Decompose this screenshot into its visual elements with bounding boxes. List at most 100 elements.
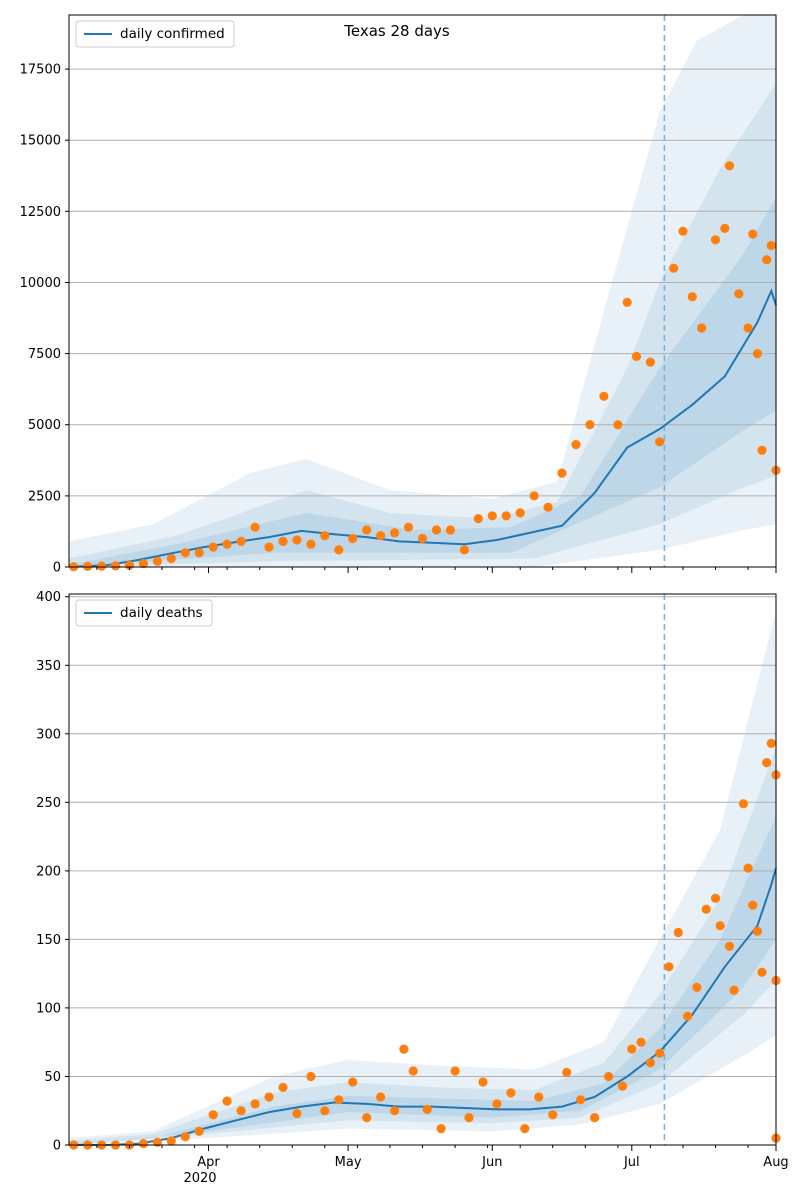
observed-point — [376, 531, 386, 541]
deaths-panel: 0 50 100 150 200 250 300 350 400 Apr May Jun Jul Aug… — [36, 590, 789, 1186]
y-tick-label: 7500 — [28, 347, 61, 362]
observed-point — [459, 545, 469, 555]
observed-point — [450, 1066, 460, 1076]
observed-point — [278, 1082, 288, 1092]
observed-point — [306, 1071, 316, 1082]
observed-point — [362, 525, 372, 535]
observed-point — [762, 758, 772, 768]
observed-point — [236, 536, 246, 547]
deaths-observed-points — [69, 738, 781, 1150]
observed-point — [334, 1095, 344, 1105]
legend-label: daily confirmed — [120, 26, 225, 42]
observed-point — [599, 391, 609, 401]
observed-point — [590, 1113, 600, 1123]
observed-point — [320, 1106, 330, 1116]
observed-point — [110, 561, 121, 571]
observed-point — [738, 799, 749, 809]
observed-point — [645, 357, 656, 367]
y-tick-label: 400 — [36, 590, 61, 605]
y-tick-label: 12500 — [20, 205, 61, 220]
deaths-y-axis-ticks: 0 50 100 150 200 250 300 350 400 — [36, 590, 69, 1154]
confirmed-y-axis-ticks: 0 2500 5000 7500 10000 12500 15000 17500 — [20, 63, 69, 576]
observed-point — [678, 226, 688, 236]
observed-point — [376, 1092, 386, 1102]
observed-point — [436, 1124, 446, 1134]
observed-point — [734, 289, 744, 299]
observed-point — [417, 533, 428, 544]
confirmed-legend: daily confirmed — [75, 20, 235, 48]
observed-point — [278, 536, 288, 547]
observed-point — [464, 1113, 474, 1123]
y-tick-label: 150 — [36, 933, 61, 948]
observed-point — [473, 514, 483, 524]
y-tick-label: 350 — [36, 659, 61, 674]
observed-point — [636, 1037, 646, 1047]
observed-point — [687, 292, 697, 302]
observed-point — [571, 440, 581, 450]
observed-point — [445, 525, 455, 535]
observed-point — [194, 548, 204, 558]
observed-point — [766, 240, 776, 251]
observed-point — [562, 1067, 572, 1077]
observed-point — [320, 531, 330, 541]
observed-point — [138, 559, 148, 569]
observed-point — [506, 1088, 516, 1098]
x-tick-label: Apr — [197, 1155, 220, 1170]
observed-point — [138, 1139, 148, 1149]
observed-point — [720, 223, 730, 233]
observed-point — [264, 1092, 274, 1102]
observed-point — [166, 1136, 176, 1146]
observed-point — [399, 1044, 409, 1054]
observed-point — [762, 255, 772, 265]
uncertainty-band-mid — [69, 83, 776, 568]
y-tick-label: 100 — [36, 1001, 61, 1016]
legend-box — [75, 20, 235, 48]
observed-point — [617, 1081, 628, 1091]
confirmed-panel: 0 2500 5000 7500 10000 12500 15000 17500 Texas … — [20, 14, 781, 576]
observed-point — [748, 229, 758, 239]
observed-point — [729, 985, 739, 995]
confirmed-observed-points — [69, 161, 781, 572]
observed-point — [208, 1110, 218, 1120]
observed-point — [403, 522, 414, 532]
observed-point — [710, 235, 721, 245]
observed-point — [543, 502, 553, 512]
observed-point — [431, 525, 442, 535]
observed-point — [515, 508, 525, 518]
x-tick-label: Aug — [763, 1155, 788, 1170]
observed-point — [548, 1110, 558, 1120]
y-tick-label: 250 — [36, 796, 61, 811]
x-tick-label: May — [335, 1155, 362, 1170]
y-tick-label: 0 — [53, 1139, 61, 1154]
observed-point — [152, 556, 162, 566]
observed-point — [724, 941, 735, 951]
chart-title: Texas 28 days — [343, 22, 450, 40]
deaths-gridlines — [69, 596, 776, 1077]
observed-point — [534, 1092, 544, 1102]
observed-point — [520, 1124, 530, 1134]
observed-point — [208, 542, 218, 552]
observed-point — [124, 560, 135, 570]
legend-label: daily deaths — [120, 605, 203, 621]
y-tick-label: 0 — [53, 561, 61, 576]
observed-point — [752, 926, 763, 936]
observed-point — [487, 511, 497, 521]
observed-point — [724, 161, 735, 171]
observed-point — [655, 1048, 665, 1058]
observed-point — [627, 1044, 637, 1054]
observed-point — [529, 491, 539, 501]
confirmed-gridlines — [69, 68, 776, 497]
observed-point — [766, 738, 776, 749]
uncertainty-band-outer — [69, 15, 776, 567]
observed-point — [757, 445, 767, 455]
y-tick-label: 10000 — [20, 276, 61, 291]
observed-point — [306, 539, 316, 549]
observed-point — [222, 1096, 232, 1106]
y-tick-label: 15000 — [20, 134, 61, 149]
deaths-uncertainty-bands — [69, 610, 776, 1145]
observed-point — [752, 349, 763, 359]
y-tick-label: 5000 — [28, 418, 61, 433]
observed-point — [557, 468, 567, 478]
observed-point — [166, 553, 176, 564]
